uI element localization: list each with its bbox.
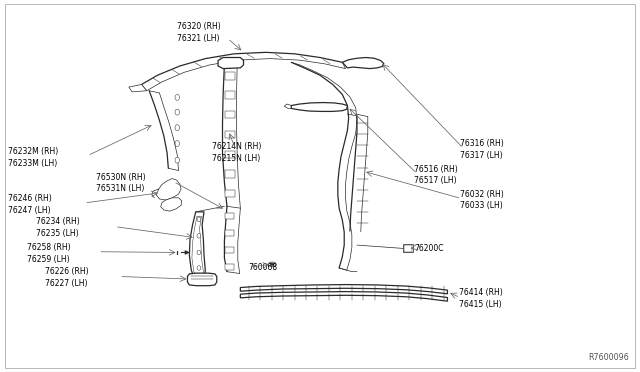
FancyBboxPatch shape — [351, 62, 355, 65]
FancyBboxPatch shape — [404, 245, 412, 252]
Text: 76214N (RH)
76215N (LH): 76214N (RH) 76215N (LH) — [212, 142, 261, 163]
Text: R7600096: R7600096 — [588, 353, 629, 362]
FancyBboxPatch shape — [225, 92, 236, 99]
FancyBboxPatch shape — [225, 190, 236, 197]
Ellipse shape — [175, 125, 179, 131]
Ellipse shape — [175, 141, 179, 147]
Polygon shape — [342, 58, 384, 68]
Circle shape — [270, 263, 274, 265]
FancyBboxPatch shape — [296, 106, 300, 109]
Circle shape — [268, 262, 276, 266]
Text: 76234 (RH)
76235 (LH): 76234 (RH) 76235 (LH) — [36, 217, 80, 238]
Ellipse shape — [175, 157, 179, 163]
Polygon shape — [192, 216, 204, 278]
Text: 76258 (RH)
76259 (LH): 76258 (RH) 76259 (LH) — [27, 243, 70, 264]
FancyBboxPatch shape — [357, 62, 362, 65]
Polygon shape — [161, 198, 182, 211]
Text: 76316 (RH)
76317 (LH): 76316 (RH) 76317 (LH) — [460, 140, 504, 160]
Polygon shape — [156, 179, 181, 200]
Circle shape — [292, 106, 297, 109]
FancyBboxPatch shape — [225, 170, 236, 177]
Text: 76232M (RH)
76233M (LH): 76232M (RH) 76233M (LH) — [8, 147, 58, 168]
Ellipse shape — [197, 250, 201, 255]
Ellipse shape — [175, 109, 179, 115]
FancyBboxPatch shape — [308, 106, 313, 109]
Polygon shape — [129, 84, 147, 92]
Text: 76226 (RH)
76227 (LH): 76226 (RH) 76227 (LH) — [45, 267, 88, 288]
FancyBboxPatch shape — [225, 247, 234, 253]
Polygon shape — [188, 273, 217, 286]
Polygon shape — [241, 292, 447, 301]
Ellipse shape — [197, 217, 201, 221]
FancyBboxPatch shape — [225, 230, 234, 236]
Ellipse shape — [197, 266, 201, 270]
Text: 76200C: 76200C — [414, 244, 444, 253]
Text: 76320 (RH)
76321 (LH): 76320 (RH) 76321 (LH) — [177, 22, 221, 43]
FancyBboxPatch shape — [364, 62, 368, 65]
Text: 76032 (RH)
76033 (LH): 76032 (RH) 76033 (LH) — [460, 190, 504, 211]
Text: 76246 (RH)
76247 (LH): 76246 (RH) 76247 (LH) — [8, 194, 51, 215]
Ellipse shape — [197, 234, 201, 238]
Text: 76516 (RH)
76517 (LH): 76516 (RH) 76517 (LH) — [414, 164, 458, 185]
FancyBboxPatch shape — [225, 131, 236, 138]
Polygon shape — [218, 58, 244, 68]
FancyBboxPatch shape — [225, 111, 236, 118]
FancyBboxPatch shape — [225, 151, 236, 158]
Text: 760068: 760068 — [248, 263, 278, 272]
FancyBboxPatch shape — [225, 263, 234, 270]
FancyBboxPatch shape — [225, 213, 234, 219]
Polygon shape — [291, 103, 348, 112]
Text: 76530N (RH)
76531N (LH): 76530N (RH) 76531N (LH) — [96, 173, 145, 193]
FancyBboxPatch shape — [225, 72, 236, 80]
Text: 76414 (RH)
76415 (LH): 76414 (RH) 76415 (LH) — [459, 288, 502, 309]
Polygon shape — [241, 285, 447, 294]
Ellipse shape — [175, 94, 179, 100]
FancyBboxPatch shape — [403, 244, 413, 253]
Polygon shape — [189, 212, 205, 281]
FancyBboxPatch shape — [302, 106, 307, 109]
